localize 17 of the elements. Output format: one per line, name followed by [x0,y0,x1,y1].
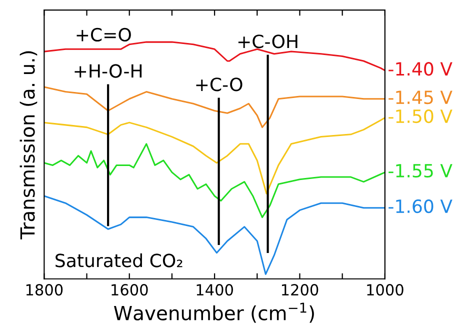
x-tick-label: 1000 [367,284,404,296]
ref-line-label: +H-O-H [74,64,142,78]
x-tick-label: 1400 [196,284,233,296]
text: +C=O [76,28,131,42]
y-axis-title: Transmission (a. u.) [20,51,38,240]
series-label: -1.55 V [388,164,452,178]
series-label: -1.60 V [388,199,452,214]
series-label: -1.40 V [388,62,452,76]
x-tick-label: 1200 [282,284,318,296]
series-label: -1.50 V [388,109,452,124]
x-tick-label: 1600 [112,284,148,296]
series-label: -1.45 V [388,90,452,104]
x-tick-label: 1800 [26,284,63,296]
ref-line-label: +C-OH [238,34,298,48]
annotation: Saturated CO₂ [56,253,182,268]
x-axis-title: Wavenumber (cm$^{−1}$) [114,302,314,323]
ref-line-label: +C-O [196,78,242,92]
